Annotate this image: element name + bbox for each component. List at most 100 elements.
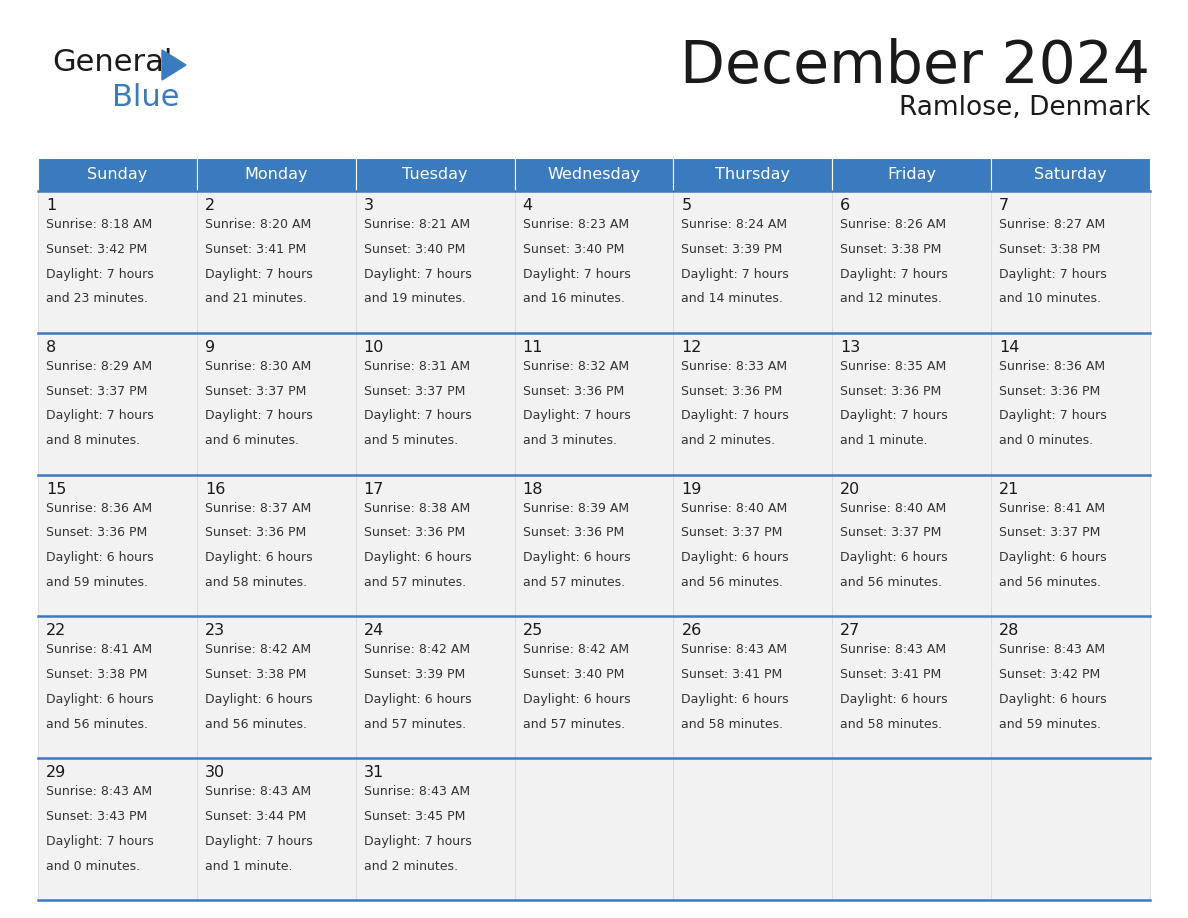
Text: Sunrise: 8:42 AM: Sunrise: 8:42 AM [364,644,469,656]
Text: and 56 minutes.: and 56 minutes. [46,718,148,731]
Text: Sunrise: 8:20 AM: Sunrise: 8:20 AM [204,218,311,231]
Bar [355,191,514,333]
Text: Sunrise: 8:40 AM: Sunrise: 8:40 AM [682,501,788,515]
Text: Sunset: 3:41 PM: Sunset: 3:41 PM [682,668,783,681]
Text: 22: 22 [46,623,67,638]
Text: Daylight: 6 hours: Daylight: 6 hours [840,693,948,706]
Text: Sunrise: 8:43 AM: Sunrise: 8:43 AM [364,785,469,798]
Text: and 56 minutes.: and 56 minutes. [999,577,1101,589]
Text: 29: 29 [46,766,67,780]
Bar [991,158,1150,191]
Bar [674,191,833,333]
Text: Sunrise: 8:36 AM: Sunrise: 8:36 AM [46,501,152,515]
Text: Sunrise: 8:38 AM: Sunrise: 8:38 AM [364,501,470,515]
Text: 27: 27 [840,623,860,638]
Bar [991,475,1150,616]
Text: Sunrise: 8:33 AM: Sunrise: 8:33 AM [682,360,788,373]
Bar [991,191,1150,333]
Text: Sunrise: 8:32 AM: Sunrise: 8:32 AM [523,360,628,373]
Bar [833,475,991,616]
Text: Thursday: Thursday [715,167,790,182]
Text: Friday: Friday [887,167,936,182]
Text: Sunset: 3:36 PM: Sunset: 3:36 PM [523,526,624,540]
Text: and 0 minutes.: and 0 minutes. [46,859,140,873]
Text: Sunrise: 8:43 AM: Sunrise: 8:43 AM [999,644,1105,656]
Text: 24: 24 [364,623,384,638]
Bar [514,191,674,333]
Bar [197,158,355,191]
Text: Sunset: 3:38 PM: Sunset: 3:38 PM [46,668,147,681]
Text: 5: 5 [682,198,691,213]
Text: Sunset: 3:37 PM: Sunset: 3:37 PM [46,385,147,397]
Text: and 1 minute.: and 1 minute. [204,859,292,873]
Text: Sunset: 3:38 PM: Sunset: 3:38 PM [204,668,307,681]
Text: 6: 6 [840,198,851,213]
Text: and 14 minutes.: and 14 minutes. [682,293,783,306]
Text: Sunset: 3:41 PM: Sunset: 3:41 PM [840,668,942,681]
Text: Sunrise: 8:30 AM: Sunrise: 8:30 AM [204,360,311,373]
Text: 19: 19 [682,482,702,497]
Bar [355,616,514,758]
Text: Daylight: 7 hours: Daylight: 7 hours [204,409,312,422]
Text: Daylight: 6 hours: Daylight: 6 hours [204,693,312,706]
Text: and 57 minutes.: and 57 minutes. [364,718,466,731]
Bar [197,191,355,333]
Text: 20: 20 [840,482,860,497]
Text: and 59 minutes.: and 59 minutes. [999,718,1101,731]
Text: General: General [52,48,172,77]
Text: Sunset: 3:40 PM: Sunset: 3:40 PM [523,668,624,681]
Text: Daylight: 6 hours: Daylight: 6 hours [364,693,472,706]
Text: Sunrise: 8:43 AM: Sunrise: 8:43 AM [840,644,947,656]
Bar [38,475,197,616]
Bar [38,158,197,191]
Text: Sunrise: 8:27 AM: Sunrise: 8:27 AM [999,218,1105,231]
Text: Sunset: 3:38 PM: Sunset: 3:38 PM [999,243,1100,256]
Text: Daylight: 6 hours: Daylight: 6 hours [46,693,153,706]
Text: Sunset: 3:37 PM: Sunset: 3:37 PM [364,385,465,397]
Text: 4: 4 [523,198,532,213]
Text: Daylight: 7 hours: Daylight: 7 hours [523,268,631,281]
Text: 16: 16 [204,482,226,497]
Text: and 0 minutes.: and 0 minutes. [999,434,1093,447]
Text: Sunset: 3:36 PM: Sunset: 3:36 PM [682,385,783,397]
Text: Daylight: 7 hours: Daylight: 7 hours [46,409,153,422]
Text: and 57 minutes.: and 57 minutes. [523,577,625,589]
Text: Wednesday: Wednesday [548,167,640,182]
Bar [38,758,197,900]
Text: 17: 17 [364,482,384,497]
Text: Daylight: 7 hours: Daylight: 7 hours [999,268,1107,281]
Text: Sunrise: 8:31 AM: Sunrise: 8:31 AM [364,360,469,373]
Text: Daylight: 7 hours: Daylight: 7 hours [523,409,631,422]
Bar [197,758,355,900]
Bar [197,475,355,616]
Bar [197,333,355,475]
Text: and 1 minute.: and 1 minute. [840,434,928,447]
Text: Sunset: 3:36 PM: Sunset: 3:36 PM [46,526,147,540]
Text: Sunrise: 8:42 AM: Sunrise: 8:42 AM [204,644,311,656]
Text: Daylight: 6 hours: Daylight: 6 hours [999,693,1107,706]
Text: Sunrise: 8:35 AM: Sunrise: 8:35 AM [840,360,947,373]
Text: Daylight: 7 hours: Daylight: 7 hours [364,834,472,848]
Text: and 2 minutes.: and 2 minutes. [364,859,457,873]
Text: Sunrise: 8:24 AM: Sunrise: 8:24 AM [682,218,788,231]
Text: Daylight: 6 hours: Daylight: 6 hours [364,551,472,565]
Text: 12: 12 [682,340,702,354]
Text: Sunset: 3:37 PM: Sunset: 3:37 PM [204,385,307,397]
Bar [197,616,355,758]
Text: Sunset: 3:39 PM: Sunset: 3:39 PM [682,243,783,256]
Bar [833,758,991,900]
Text: Sunrise: 8:40 AM: Sunrise: 8:40 AM [840,501,947,515]
Bar [38,616,197,758]
Text: and 56 minutes.: and 56 minutes. [682,577,783,589]
Text: Sunset: 3:44 PM: Sunset: 3:44 PM [204,810,307,823]
Text: and 56 minutes.: and 56 minutes. [840,577,942,589]
Text: and 58 minutes.: and 58 minutes. [840,718,942,731]
Text: 13: 13 [840,340,860,354]
Text: Sunrise: 8:39 AM: Sunrise: 8:39 AM [523,501,628,515]
Bar [674,158,833,191]
Text: 21: 21 [999,482,1019,497]
Text: Ramlose, Denmark: Ramlose, Denmark [898,95,1150,121]
Text: Sunset: 3:39 PM: Sunset: 3:39 PM [364,668,465,681]
Text: 3: 3 [364,198,374,213]
Text: Daylight: 7 hours: Daylight: 7 hours [682,409,789,422]
